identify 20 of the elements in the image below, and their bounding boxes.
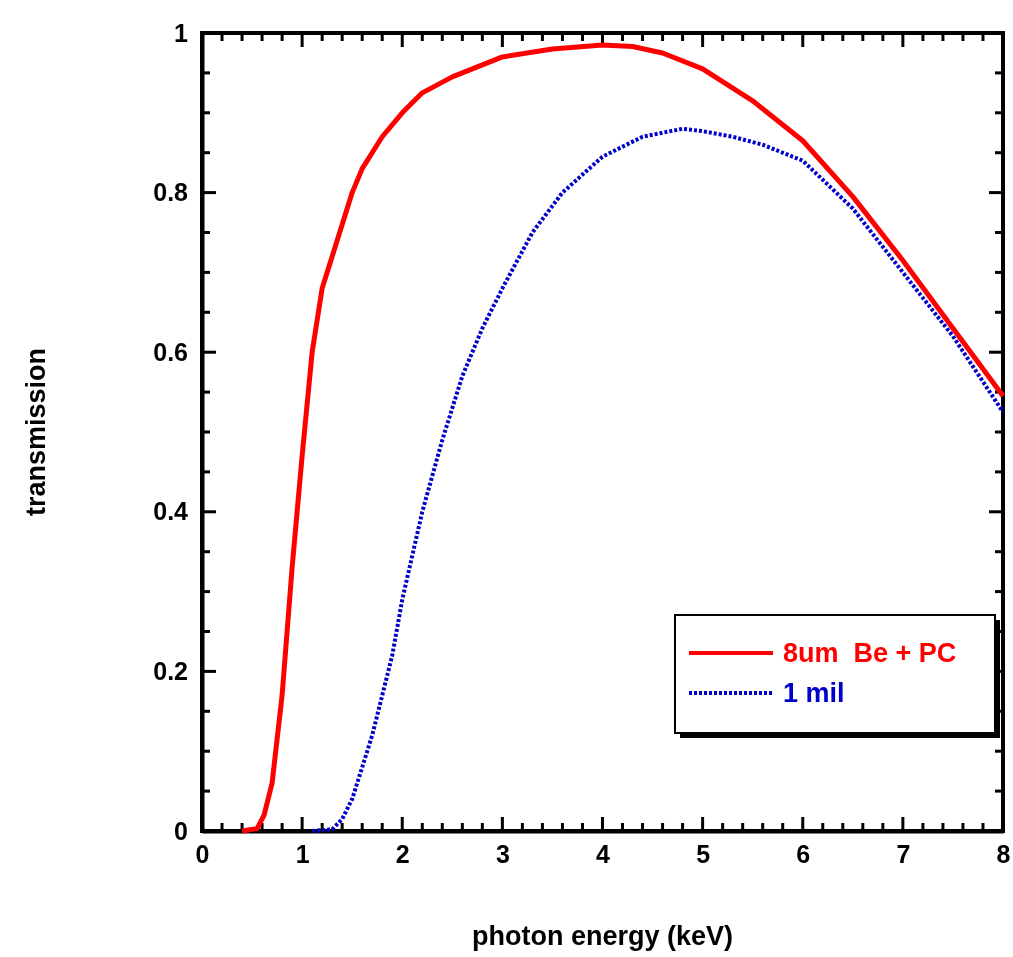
x-tick-label: 0 bbox=[195, 839, 210, 868]
x-tick-label: 8 bbox=[996, 839, 1011, 868]
x-tick-label: 7 bbox=[896, 839, 911, 868]
y-tick-label: 0.2 bbox=[153, 656, 188, 685]
y-tick-label: 0 bbox=[174, 816, 188, 845]
y-tick-label: 0.6 bbox=[153, 337, 188, 366]
x-tick-label: 3 bbox=[495, 839, 510, 868]
x-tick-label: 6 bbox=[796, 839, 811, 868]
y-tick-label: 0.8 bbox=[153, 178, 189, 207]
y-tick-label: 1 bbox=[174, 18, 189, 47]
legend-label: 8um Be + PC bbox=[783, 638, 957, 668]
x-axis-title: photon energy (keV) bbox=[471, 921, 734, 951]
x-tick-label: 2 bbox=[395, 839, 410, 868]
x-tick-label: 5 bbox=[696, 839, 711, 868]
legend-label: 1 mil bbox=[783, 678, 845, 708]
x-tick-label: 1 bbox=[295, 839, 310, 868]
line-series bbox=[310, 126, 1005, 833]
y-axis-title: transmission bbox=[21, 347, 51, 517]
x-tick-label: 4 bbox=[596, 839, 611, 868]
y-tick-label: 0.4 bbox=[153, 497, 189, 526]
